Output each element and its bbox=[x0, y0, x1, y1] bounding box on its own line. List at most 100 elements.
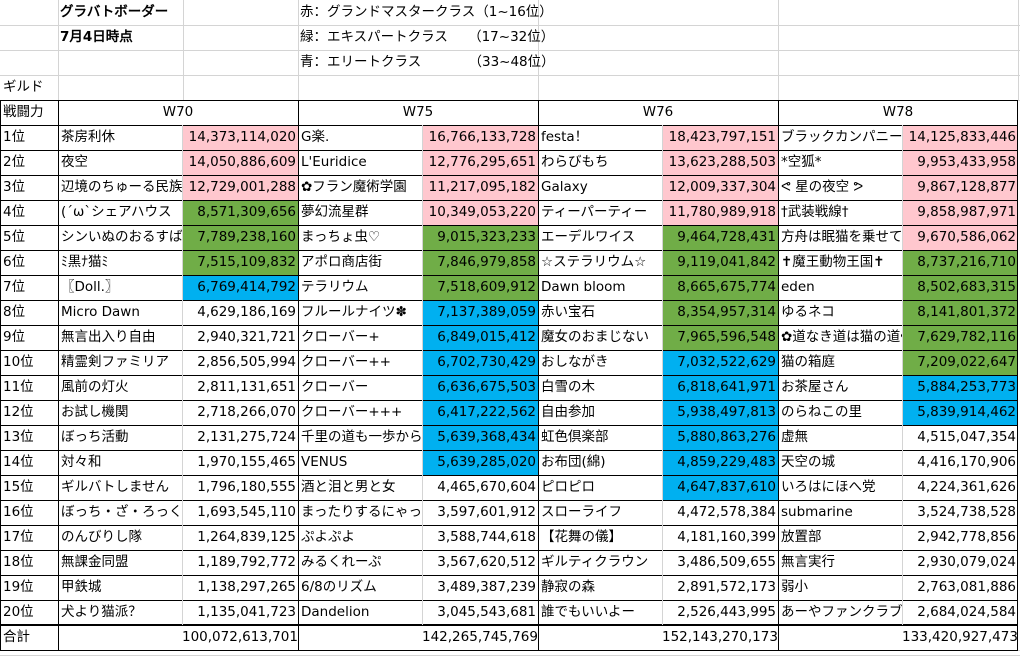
guild-power-value: 3,524,738,528 bbox=[917, 504, 1016, 520]
gridline bbox=[0, 400, 1018, 401]
guild-power-value: 4,515,047,354 bbox=[917, 429, 1016, 445]
guild-name: 方舟は眠猫を乗せて bbox=[781, 229, 902, 245]
guild-name: あーやファンクラブ bbox=[781, 604, 902, 620]
rank-label: 5位 bbox=[3, 229, 26, 245]
gridline bbox=[0, 75, 1020, 76]
guild-power-value: 11,217,095,182 bbox=[422, 175, 538, 200]
gridline bbox=[0, 250, 1018, 251]
guild-power-value: 9,953,433,958 bbox=[902, 150, 1018, 175]
guild-power-value: 3,045,543,681 bbox=[437, 604, 536, 620]
sheet-title: グラバトボーダー bbox=[60, 4, 169, 20]
rank-label: 17位 bbox=[3, 529, 34, 545]
guild-name: submarine bbox=[781, 504, 853, 520]
guild-power-value: 8,737,216,710 bbox=[902, 250, 1018, 275]
gridline bbox=[58, 100, 59, 651]
rank-label: 3位 bbox=[3, 179, 26, 195]
guild-name: 甲鉄城 bbox=[61, 579, 102, 595]
guild-power-value: 6,849,015,412 bbox=[422, 325, 538, 350]
guild-name: 無言実行 bbox=[781, 554, 835, 570]
gridline bbox=[0, 650, 1018, 651]
guild-power-value: 6,636,675,503 bbox=[422, 375, 538, 400]
guild-power-value: 2,856,505,994 bbox=[197, 354, 296, 370]
guild-name: 天空の城 bbox=[781, 454, 835, 470]
guild-name: 辺境のちゅーる民族 bbox=[61, 179, 182, 195]
gridline bbox=[0, 300, 1018, 301]
guild-power-value: 4,465,670,604 bbox=[437, 479, 536, 495]
gridline bbox=[58, 0, 59, 100]
guild-name: Dandelion bbox=[301, 604, 370, 620]
guild-power-value: 7,629,782,116 bbox=[902, 325, 1018, 350]
guild-power-value: 4,416,170,906 bbox=[917, 454, 1016, 470]
guild-power-value: 8,141,801,372 bbox=[902, 300, 1018, 325]
guild-name: 虚無 bbox=[781, 429, 808, 445]
guild-power-value: 4,224,361,626 bbox=[917, 479, 1016, 495]
gridline bbox=[0, 375, 1018, 376]
guild-name: ギルバトしません bbox=[61, 479, 169, 495]
gridline bbox=[0, 50, 1020, 51]
gridline bbox=[0, 325, 1018, 326]
guild-power-value: 2,131,275,724 bbox=[197, 429, 296, 445]
guild-name: シンいぬのおるすばん bbox=[61, 229, 182, 245]
guild-power-value: 16,766,133,728 bbox=[422, 125, 538, 150]
guild-name: (´ω`シェアハウス bbox=[61, 204, 172, 220]
guild-power-value: 1,264,839,125 bbox=[197, 529, 296, 545]
gridline bbox=[0, 25, 1020, 26]
guild-power-value: 6,769,414,792 bbox=[182, 275, 298, 300]
guild-power-value: 9,670,586,062 bbox=[902, 225, 1018, 250]
gridline bbox=[0, 125, 1018, 126]
guild-name: ぼっち活動 bbox=[61, 429, 129, 445]
guild-name: 対々和 bbox=[61, 454, 102, 470]
guild-power-value: 4,629,186,169 bbox=[197, 304, 296, 320]
guild-power-value: 7,965,596,548 bbox=[662, 325, 778, 350]
rank-label: 14位 bbox=[3, 454, 34, 470]
total-label: 合計 bbox=[3, 629, 30, 645]
guild-power-value: 9,867,128,877 bbox=[902, 175, 1018, 200]
guild-power-value: 1,796,180,555 bbox=[197, 479, 296, 495]
guild-name: 茶房利休 bbox=[61, 129, 115, 145]
guild-name: *空狐* bbox=[781, 154, 822, 170]
guild-name: いろはにほへ党 bbox=[781, 479, 876, 495]
guild-power-value: 2,940,321,721 bbox=[197, 329, 296, 345]
gridline bbox=[778, 0, 779, 100]
guild-power-value: 3,567,620,512 bbox=[437, 554, 536, 570]
guild-name: ゆるネコ bbox=[781, 304, 835, 320]
guild-name: エーデルワイス bbox=[541, 229, 636, 245]
guild-power-value: 4,472,578,384 bbox=[677, 504, 776, 520]
guild-power-value: 10,349,053,220 bbox=[422, 200, 538, 225]
rank-label: 6位 bbox=[3, 254, 26, 270]
guild-name: 風前の灯火 bbox=[61, 379, 129, 395]
guild-power-value: 2,763,081,886 bbox=[917, 579, 1016, 595]
guild-name: お茶屋さん bbox=[781, 379, 849, 395]
guild-name: Dawn bloom bbox=[541, 279, 626, 295]
gridline bbox=[182, 125, 183, 625]
guild-name: わらびもち bbox=[541, 154, 609, 170]
guild-power-value: 9,464,728,431 bbox=[662, 225, 778, 250]
guild-power-value: 1,693,545,110 bbox=[197, 504, 296, 520]
gridline bbox=[0, 575, 1018, 576]
guild-name: みるくれーぷ bbox=[301, 554, 382, 570]
guild-power-value: 3,486,509,655 bbox=[677, 554, 776, 570]
guild-power-value: 11,780,989,918 bbox=[662, 200, 778, 225]
rank-label: 12位 bbox=[3, 404, 34, 420]
guild-name: クローバー++ bbox=[301, 354, 391, 370]
guild-name: 夜空 bbox=[61, 154, 88, 170]
gridline bbox=[183, 0, 184, 100]
guild-power-value: 2,942,778,856 bbox=[917, 529, 1016, 545]
guild-name: クローバー+++ bbox=[301, 404, 403, 420]
guild-name: まっちょ虫♡ bbox=[301, 229, 381, 245]
guild-name: VENUS bbox=[301, 454, 348, 470]
rank-label: 15位 bbox=[3, 479, 34, 495]
guild-name: 〖Doll.〗 bbox=[61, 279, 119, 295]
guild-name: 誰でもいいよー bbox=[541, 604, 635, 620]
guild-name: 自由参加 bbox=[541, 404, 595, 420]
guild-power-value: 8,571,309,656 bbox=[182, 200, 298, 225]
guild-power-value: 7,032,522,629 bbox=[662, 350, 778, 375]
guild-name: 無言出入り自由 bbox=[61, 329, 156, 345]
guild-name: Galaxy bbox=[541, 179, 588, 195]
guild-name: Micro Dawn bbox=[61, 304, 140, 320]
guild-name: ﾐ黒ﾅ猫ﾐ bbox=[61, 254, 109, 270]
guild-name: 赤い宝石 bbox=[541, 304, 595, 320]
rank-label: 10位 bbox=[3, 354, 34, 370]
rank-label: 20位 bbox=[3, 604, 34, 620]
